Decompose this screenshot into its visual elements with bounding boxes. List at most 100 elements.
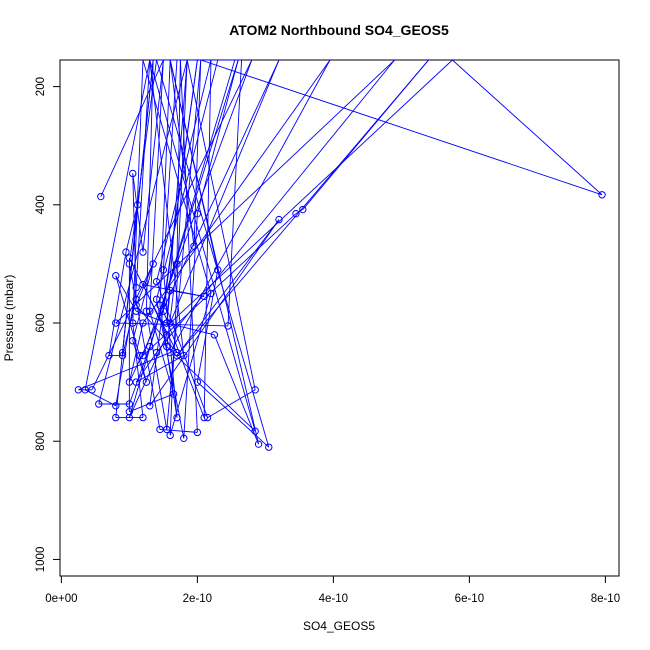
data-point xyxy=(97,192,105,201)
data-point xyxy=(163,319,171,327)
data-point xyxy=(139,280,147,289)
data-point xyxy=(146,307,154,315)
data-point xyxy=(254,440,263,448)
series-segment xyxy=(142,60,331,324)
series-segment xyxy=(156,60,270,448)
series-segment xyxy=(136,310,167,324)
chart-title: ATOM2 Northbound SO4_GEOS5 xyxy=(229,22,449,38)
data-point xyxy=(251,427,259,435)
data-point xyxy=(129,337,137,345)
data-point xyxy=(275,215,283,224)
data-point xyxy=(166,319,174,327)
series-segment xyxy=(169,60,280,324)
data-point xyxy=(129,319,137,327)
data-point xyxy=(146,342,154,351)
series-segment xyxy=(166,263,178,347)
data-point xyxy=(207,289,215,298)
series-segment xyxy=(169,60,453,324)
data-point xyxy=(132,378,140,386)
data-point xyxy=(112,413,120,422)
series-segment xyxy=(135,352,157,383)
data-point xyxy=(152,277,161,286)
series-segment xyxy=(149,60,185,356)
series-segment xyxy=(156,281,208,418)
data-point xyxy=(169,390,178,398)
series-lines xyxy=(78,60,603,448)
data-point xyxy=(210,331,219,339)
series-segment xyxy=(200,60,603,196)
series-segment xyxy=(176,219,280,356)
x-tick-label: 6e-10 xyxy=(455,593,484,605)
data-point xyxy=(214,266,222,274)
data-point xyxy=(122,248,130,256)
data-point xyxy=(193,378,202,386)
data-point xyxy=(159,307,168,315)
data-point xyxy=(125,400,134,408)
data-point xyxy=(180,351,188,360)
y-tick-label: 800 xyxy=(35,432,47,451)
series-segment xyxy=(142,284,168,336)
data-point xyxy=(112,272,120,280)
series-segment xyxy=(179,60,198,433)
series-segment xyxy=(149,60,256,432)
series-segment xyxy=(115,60,154,418)
data-point xyxy=(163,331,171,339)
data-point xyxy=(139,351,147,360)
data-point xyxy=(200,292,208,301)
series-segment xyxy=(145,60,154,312)
series-segment xyxy=(176,60,429,356)
y-axis: 200 400 600 800 1000 xyxy=(35,77,61,573)
data-point xyxy=(166,286,174,295)
series-segment xyxy=(135,355,184,383)
data-point xyxy=(193,209,202,218)
series-segment xyxy=(132,340,147,383)
series-segment xyxy=(84,60,151,390)
series-segment xyxy=(135,304,178,353)
series-segment xyxy=(159,428,198,433)
series-segment xyxy=(149,219,280,407)
data-point xyxy=(224,322,232,330)
series-segment xyxy=(115,322,228,327)
data-point xyxy=(139,248,147,256)
x-tick-label: 4e-10 xyxy=(319,593,348,605)
series-segment xyxy=(128,60,158,264)
data-point xyxy=(299,205,307,214)
series-segment xyxy=(227,60,243,327)
series-segment xyxy=(183,213,198,439)
x-tick-label: 2e-10 xyxy=(183,593,212,605)
data-point xyxy=(173,348,181,357)
data-point xyxy=(139,413,147,422)
series-segment xyxy=(197,381,270,448)
data-point xyxy=(125,413,134,422)
data-point xyxy=(251,386,259,394)
y-tick-label: 600 xyxy=(35,313,47,332)
data-point xyxy=(95,400,103,408)
data-point xyxy=(112,319,120,327)
data-point xyxy=(156,301,164,309)
data-point xyxy=(166,431,174,440)
series-segment xyxy=(98,60,188,405)
series-segment xyxy=(132,60,144,324)
data-point xyxy=(190,242,198,250)
data-point xyxy=(125,254,134,262)
series-segment xyxy=(156,60,212,282)
series-segment xyxy=(128,334,168,418)
series-segment xyxy=(125,204,138,253)
x-tick-label: 0e+00 xyxy=(45,593,77,605)
series-segment xyxy=(162,311,205,418)
data-point xyxy=(142,307,151,315)
x-axis: 0e+00 2e-10 4e-10 6e-10 8e-10 xyxy=(45,575,620,605)
series-segment xyxy=(132,263,154,341)
y-axis-label: Pressure (mbar) xyxy=(2,275,16,362)
data-point xyxy=(203,413,212,422)
series-segment xyxy=(156,60,395,353)
data-point xyxy=(132,307,140,315)
series-segment xyxy=(142,60,253,356)
series-segment xyxy=(169,293,212,436)
data-point xyxy=(200,413,208,422)
y-tick-label: 200 xyxy=(35,77,47,96)
y-tick-label: 400 xyxy=(35,195,47,214)
y-tick-label: 1000 xyxy=(35,547,47,573)
data-point xyxy=(152,348,161,357)
